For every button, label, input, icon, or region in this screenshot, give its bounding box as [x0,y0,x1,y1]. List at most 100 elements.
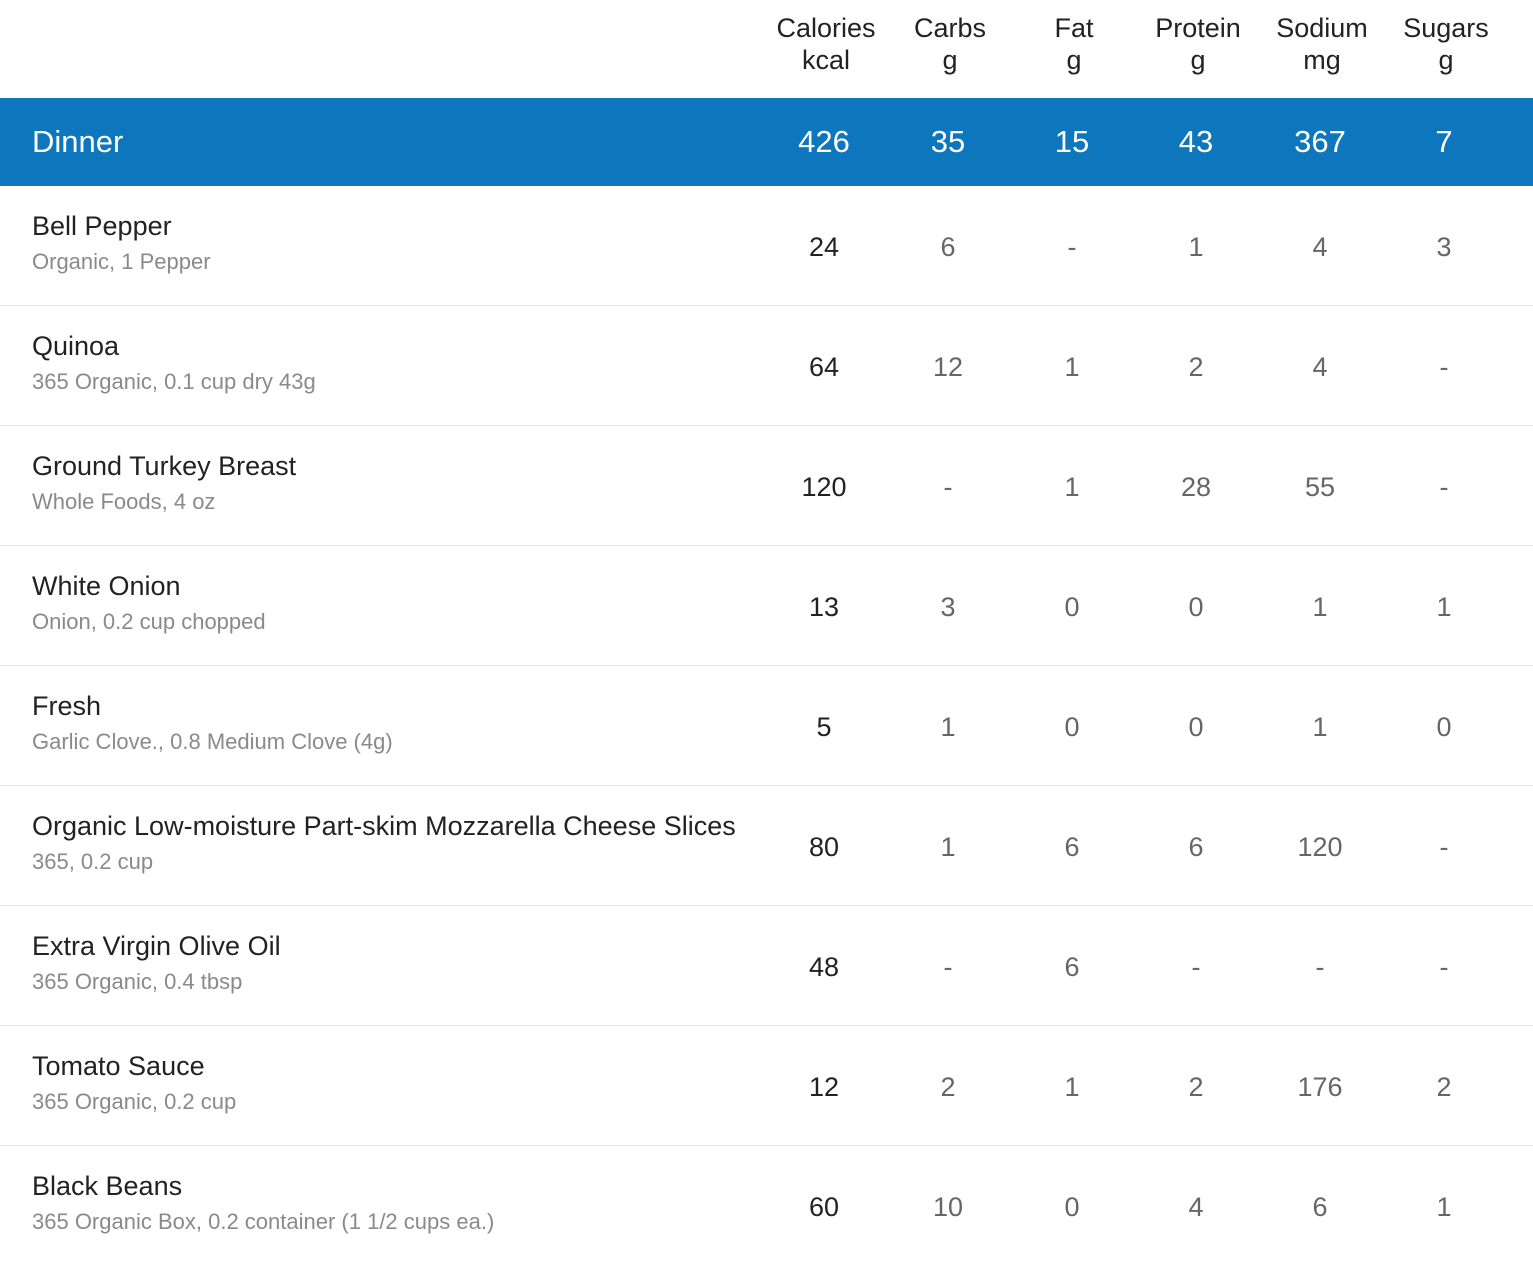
column-header-calories: Calories kcal [764,12,888,76]
food-row[interactable]: Fresh Garlic Clove., 0.8 Medium Clove (4… [0,666,1533,786]
column-unit: g [1438,45,1454,75]
food-calories: 5 [816,712,832,742]
food-name: Extra Virgin Olive Oil [32,931,281,961]
food-row[interactable]: Bell Pepper Organic, 1 Pepper 24 6 - 1 4… [0,186,1533,306]
food-calories: 64 [808,352,840,382]
food-description: Organic, 1 Pepper [32,249,211,274]
column-name: Sodium [1276,13,1368,43]
food-protein: 4 [1188,1192,1204,1222]
food-sugars: 1 [1436,592,1452,622]
food-carbs: 10 [932,1192,964,1222]
food-fat: 1 [1064,1072,1080,1102]
food-carbs: 6 [940,232,956,262]
food-sugars: - [1439,352,1449,382]
food-sugars: 2 [1436,1072,1452,1102]
food-fat: 6 [1064,832,1080,862]
food-sodium: 6 [1312,1192,1328,1222]
food-row[interactable]: Quinoa 365 Organic, 0.1 cup dry 43g 64 1… [0,306,1533,426]
food-sugars: 0 [1436,712,1452,742]
food-calories: 24 [808,232,840,262]
food-description: Onion, 0.2 cup chopped [32,609,266,634]
food-row[interactable]: Ground Turkey Breast Whole Foods, 4 oz 1… [0,426,1533,546]
food-fat: 6 [1064,952,1080,982]
food-row[interactable]: Tomato Sauce 365 Organic, 0.2 cup 12 2 1… [0,1026,1533,1146]
food-fat: 1 [1064,352,1080,382]
column-header-row: Calories kcal Carbs g Fat g Protein g So… [0,0,1533,98]
food-description: 365 Organic, 0.1 cup dry 43g [32,369,316,394]
food-sugars: - [1439,952,1449,982]
food-fat: - [1067,232,1077,262]
food-sodium: 1 [1312,592,1328,622]
column-unit: mg [1303,45,1341,75]
column-name: Sugars [1403,13,1489,43]
food-name: Tomato Sauce [32,1051,205,1081]
food-row[interactable]: White Onion Onion, 0.2 cup chopped 13 3 … [0,546,1533,666]
food-name: Bell Pepper [32,211,172,241]
food-name: Quinoa [32,331,120,361]
column-header-carbs: Carbs g [888,12,1012,76]
food-carbs: 1 [940,832,956,862]
meal-total-protein: 43 [1178,124,1214,159]
food-fat: 0 [1064,592,1080,622]
meal-total-sugars: 7 [1435,124,1453,159]
food-carbs: 2 [940,1072,956,1102]
meal-total-carbs: 35 [930,124,966,159]
food-carbs: - [943,952,953,982]
food-name: Organic Low-moisture Part-skim Mozzarell… [32,811,736,841]
food-sugars: - [1439,832,1449,862]
food-description: Whole Foods, 4 oz [32,489,216,514]
column-name: Carbs [913,13,987,43]
food-protein: 6 [1188,832,1204,862]
food-row[interactable]: Extra Virgin Olive Oil 365 Organic, 0.4 … [0,906,1533,1026]
food-name: Black Beans [32,1171,183,1201]
column-unit: kcal [801,45,850,75]
meal-total-calories: 426 [798,124,850,159]
food-fat: 1 [1064,472,1080,502]
food-calories: 120 [801,472,847,502]
food-description: Garlic Clove., 0.8 Medium Clove (4g) [32,729,393,754]
food-calories: 13 [808,592,840,622]
food-protein: 0 [1188,592,1204,622]
food-protein: 2 [1188,352,1204,382]
food-description: 365 Organic, 0.2 cup [32,1089,237,1114]
column-name: Calories [776,13,876,43]
food-sodium: 55 [1304,472,1336,502]
food-fat: 0 [1064,712,1080,742]
food-row[interactable]: Organic Low-moisture Part-skim Mozzarell… [0,786,1533,906]
meal-header-dinner[interactable]: Dinner 426 35 15 43 367 7 [0,98,1533,186]
column-name: Protein [1155,13,1241,43]
food-protein: 0 [1188,712,1204,742]
column-header-sugars: Sugars g [1384,12,1508,76]
food-carbs: 1 [940,712,956,742]
column-name: Fat [1054,13,1094,43]
food-carbs: 3 [940,592,956,622]
food-description: 365 Organic, 0.4 tbsp [32,969,243,994]
food-sodium: 176 [1297,1072,1343,1102]
meal-title: Dinner [32,124,124,159]
food-calories: 48 [808,952,840,982]
food-calories: 60 [808,1192,840,1222]
food-list: Bell Pepper Organic, 1 Pepper 24 6 - 1 4… [0,186,1533,1265]
food-calories: 80 [808,832,840,862]
food-protein: - [1191,952,1201,982]
food-sodium: 4 [1312,352,1328,382]
food-fat: 0 [1064,1192,1080,1222]
column-header-fat: Fat g [1012,12,1136,76]
food-row[interactable]: Black Beans 365 Organic Box, 0.2 contain… [0,1146,1533,1265]
food-sodium: 4 [1312,232,1328,262]
food-calories: 12 [808,1072,840,1102]
food-name: Ground Turkey Breast [32,451,297,481]
food-name: Fresh [32,691,102,721]
meal-total-fat: 15 [1054,124,1090,159]
food-sugars: - [1439,472,1449,502]
food-carbs: 12 [932,352,964,382]
food-sodium: 120 [1297,832,1343,862]
food-sugars: 1 [1436,1192,1452,1222]
food-sodium: - [1315,952,1325,982]
food-protein: 28 [1180,472,1212,502]
column-unit: g [1066,45,1082,75]
food-sugars: 3 [1436,232,1452,262]
food-protein: 1 [1188,232,1204,262]
food-name: White Onion [32,571,181,601]
column-header-protein: Protein g [1136,12,1260,76]
